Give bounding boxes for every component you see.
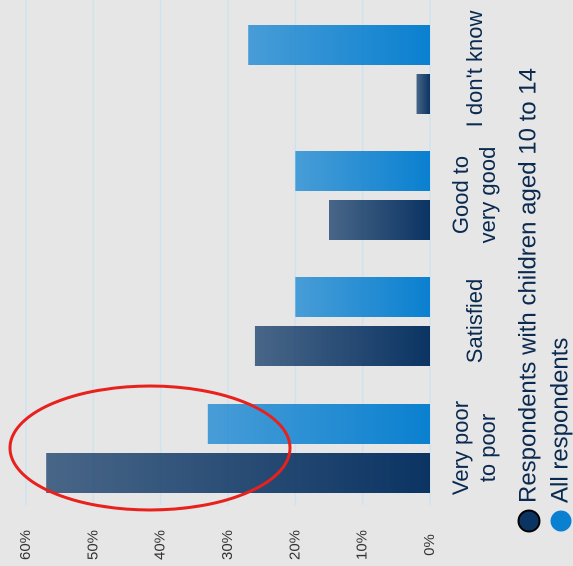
legend-label: All respondents: [546, 338, 573, 503]
bar: [295, 277, 430, 317]
bar: [248, 25, 430, 65]
bar: [46, 453, 430, 493]
highlight-ellipse: [8, 384, 292, 512]
x-tick-label: 0%: [421, 534, 438, 556]
x-tick-label: 50%: [84, 530, 101, 560]
category-label: Very poor to poor: [448, 400, 500, 496]
x-tick-label: 10%: [354, 530, 371, 560]
bar: [329, 200, 430, 240]
bar: [295, 151, 430, 191]
legend-swatch: [517, 509, 541, 533]
legend-label: Respondents with children aged 10 to 14: [514, 68, 541, 503]
bar: [207, 404, 430, 444]
bar: [254, 326, 430, 366]
category-label: I don't know: [461, 10, 487, 128]
category-label: Good to very good: [448, 146, 500, 244]
legend-swatch: [550, 510, 572, 532]
bar: [416, 74, 430, 114]
x-tick-label: 40%: [152, 530, 169, 560]
category-label: Satisfied: [461, 278, 487, 364]
x-tick-label: 60%: [17, 530, 34, 560]
x-tick-label: 30%: [219, 530, 236, 560]
x-tick-label: 20%: [286, 530, 303, 560]
